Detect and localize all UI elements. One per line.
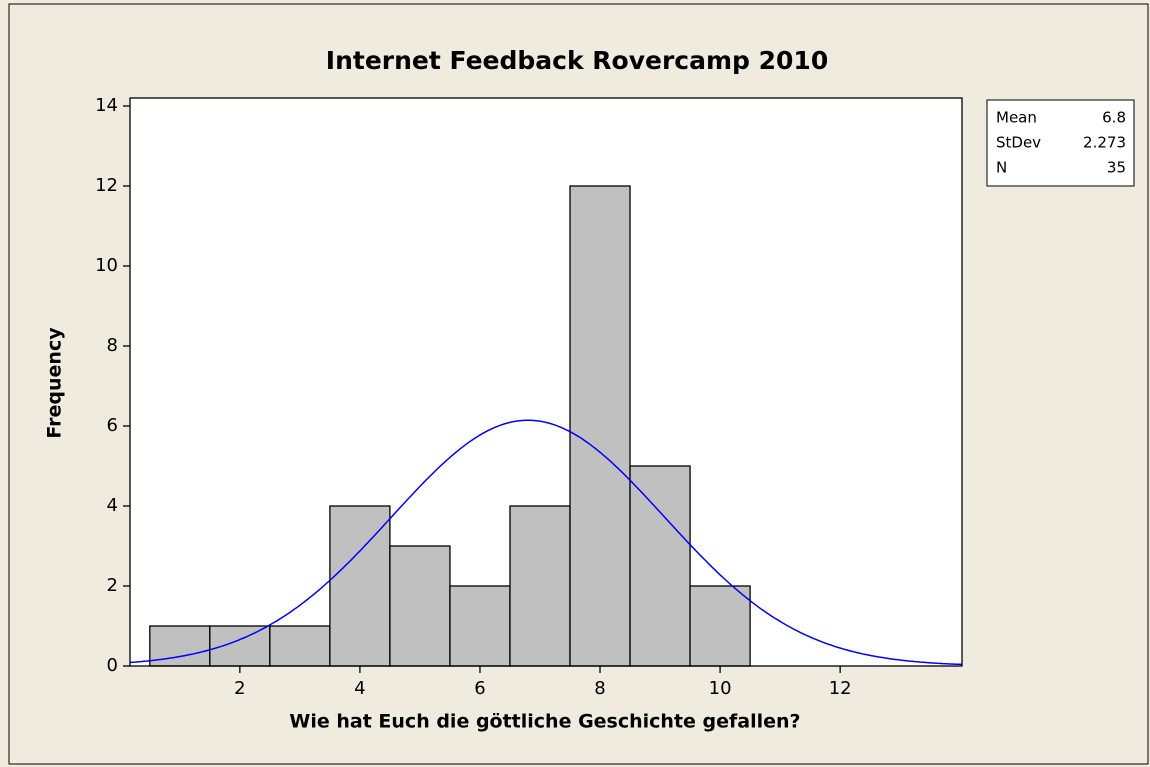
fit-curve bbox=[129, 419, 963, 666]
stats-box bbox=[986, 99, 1135, 187]
y-tick-label: 2 bbox=[107, 575, 118, 596]
stats-label: Mean bbox=[996, 109, 1037, 127]
y-tick-label: 10 bbox=[95, 255, 118, 276]
bar bbox=[449, 585, 511, 667]
y-axis-label: Frequency bbox=[44, 327, 66, 439]
x-tick-label: 12 bbox=[829, 678, 852, 699]
stats-value: 6.8 bbox=[1102, 109, 1126, 127]
y-tick-label: 0 bbox=[107, 655, 118, 676]
x-tick-label: 6 bbox=[474, 678, 485, 699]
plot-border bbox=[129, 97, 963, 667]
y-tick-label: 6 bbox=[107, 415, 118, 436]
bar bbox=[209, 625, 271, 667]
stats-label: StDev bbox=[996, 134, 1041, 152]
y-tick-label: 12 bbox=[95, 175, 118, 196]
y-tick-label: 14 bbox=[95, 95, 118, 116]
bar bbox=[569, 185, 631, 667]
x-axis-label: Wie hat Euch die göttliche Geschichte ge… bbox=[289, 711, 800, 733]
y-tick-label: 4 bbox=[107, 495, 118, 516]
stats-label: N bbox=[996, 159, 1007, 177]
x-tick-label: 2 bbox=[234, 678, 245, 699]
bar bbox=[329, 505, 391, 667]
chart-title: Internet Feedback Rovercamp 2010 bbox=[326, 46, 828, 75]
y-tick-label: 8 bbox=[107, 335, 118, 356]
bar bbox=[629, 465, 691, 667]
stats-value: 2.273 bbox=[1083, 134, 1126, 152]
bar bbox=[389, 545, 451, 667]
bar bbox=[509, 505, 571, 667]
x-tick-label: 4 bbox=[354, 678, 365, 699]
bar bbox=[689, 585, 751, 667]
bar bbox=[269, 625, 331, 667]
x-tick-label: 8 bbox=[594, 678, 605, 699]
stats-value: 35 bbox=[1107, 159, 1126, 177]
x-tick-label: 10 bbox=[709, 678, 732, 699]
